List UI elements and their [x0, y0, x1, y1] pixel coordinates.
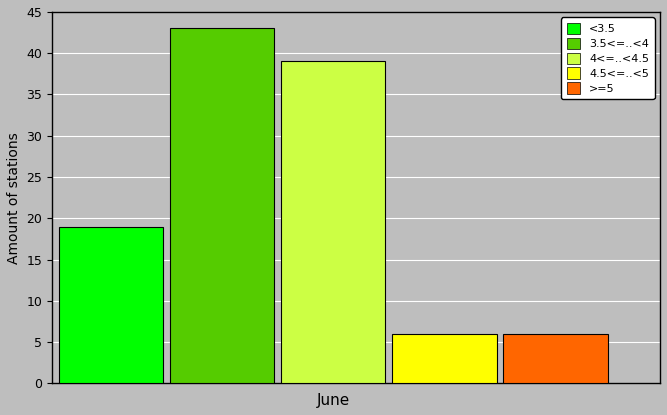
Bar	[170, 29, 274, 383]
Bar	[59, 227, 163, 383]
Bar	[281, 61, 386, 383]
Bar	[503, 334, 608, 383]
Bar	[392, 334, 497, 383]
Y-axis label: Amount of stations: Amount of stations	[7, 132, 21, 264]
Legend: <3.5, 3.5<=..<4, 4<=..<4.5, 4.5<=..<5, >=5: <3.5, 3.5<=..<4, 4<=..<4.5, 4.5<=..<5, >…	[561, 17, 654, 99]
